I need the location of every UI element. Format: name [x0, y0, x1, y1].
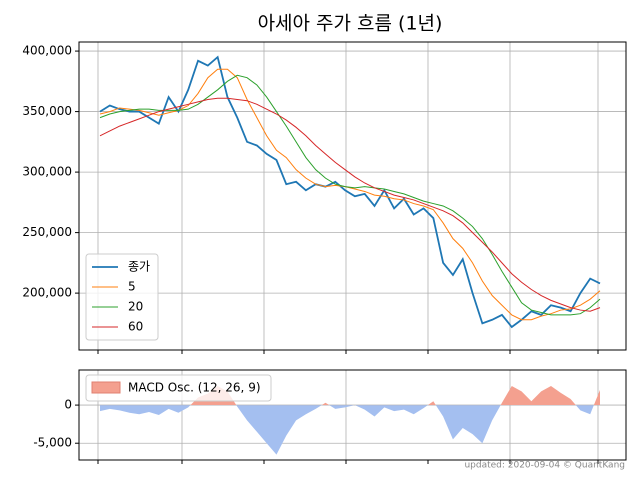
y-tick-label: 400,000 [22, 44, 72, 58]
price-line [99, 68, 601, 321]
y-tick-label: 200,000 [22, 286, 72, 300]
footer-note: updated: 2020-09-04 © QuantKang [464, 461, 625, 471]
y-tick-label: 300,000 [22, 165, 72, 179]
y-tick-label: 0 [64, 398, 72, 412]
osc-area-positive [190, 386, 600, 406]
price-line [99, 55, 601, 329]
chart-title: 아세아 주가 흐름 (1년) [258, 13, 443, 35]
y-tick-label: 350,000 [22, 104, 72, 118]
legend-label: 60 [128, 320, 143, 334]
legend-label: 종가 [128, 260, 150, 274]
legend-label: 20 [128, 300, 143, 314]
x-ticks [97, 350, 599, 464]
legend-label: MACD Osc. (12, 26, 9) [128, 381, 261, 395]
legend-label: 5 [128, 280, 136, 294]
legend-box [85, 374, 272, 402]
y-tick-label: 250,000 [22, 225, 72, 239]
plot-frame [78, 369, 627, 461]
y-tick-label: -5,000 [33, 436, 72, 450]
legend-box [85, 253, 159, 341]
osc-area-negative [100, 405, 600, 455]
price-line [99, 74, 601, 316]
plot-frame [78, 41, 627, 351]
legend-swatch [91, 381, 121, 394]
price-line [99, 97, 601, 312]
